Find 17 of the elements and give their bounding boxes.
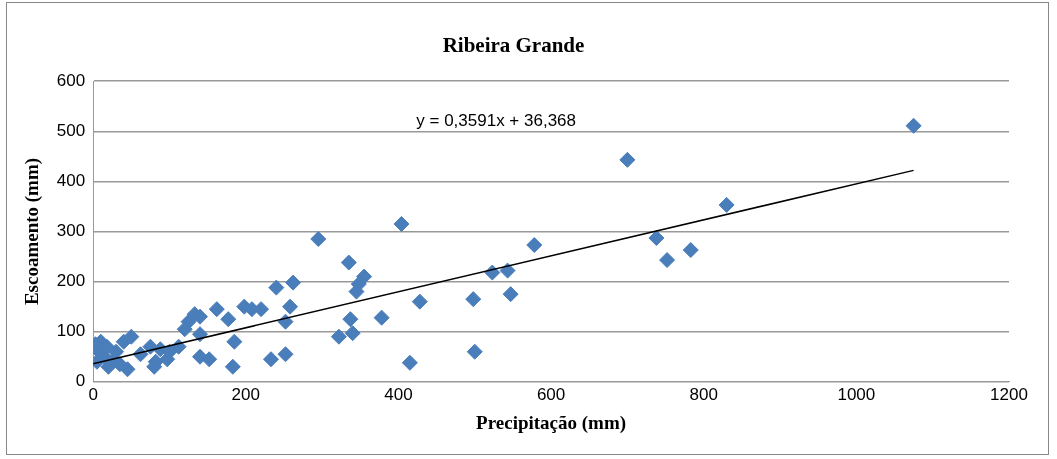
- x-tick-label: 1000: [837, 384, 876, 404]
- y-tick-label: 0: [75, 371, 86, 391]
- x-axis-title: Precipitação (mm): [476, 411, 627, 434]
- y-tick-label: 400: [56, 171, 86, 191]
- x-tick-label: 800: [689, 384, 718, 404]
- y-axis-title: Escoamento (mm): [21, 157, 44, 306]
- y-tick-label: 100: [56, 321, 86, 341]
- x-tick-label: 200: [231, 384, 260, 404]
- x-tick-label: 1200: [990, 384, 1028, 404]
- y-tick-label: 300: [56, 221, 86, 241]
- x-tick-label: 600: [536, 384, 566, 404]
- annotation: y = 0,3591x + 36,368: [416, 110, 577, 130]
- x-tick-label: 400: [384, 384, 413, 404]
- y-tick-label: 600: [56, 70, 86, 90]
- chart-title: Ribeira Grande: [442, 33, 585, 58]
- y-tick-label: 500: [56, 120, 86, 140]
- y-tick-label: 200: [56, 271, 86, 291]
